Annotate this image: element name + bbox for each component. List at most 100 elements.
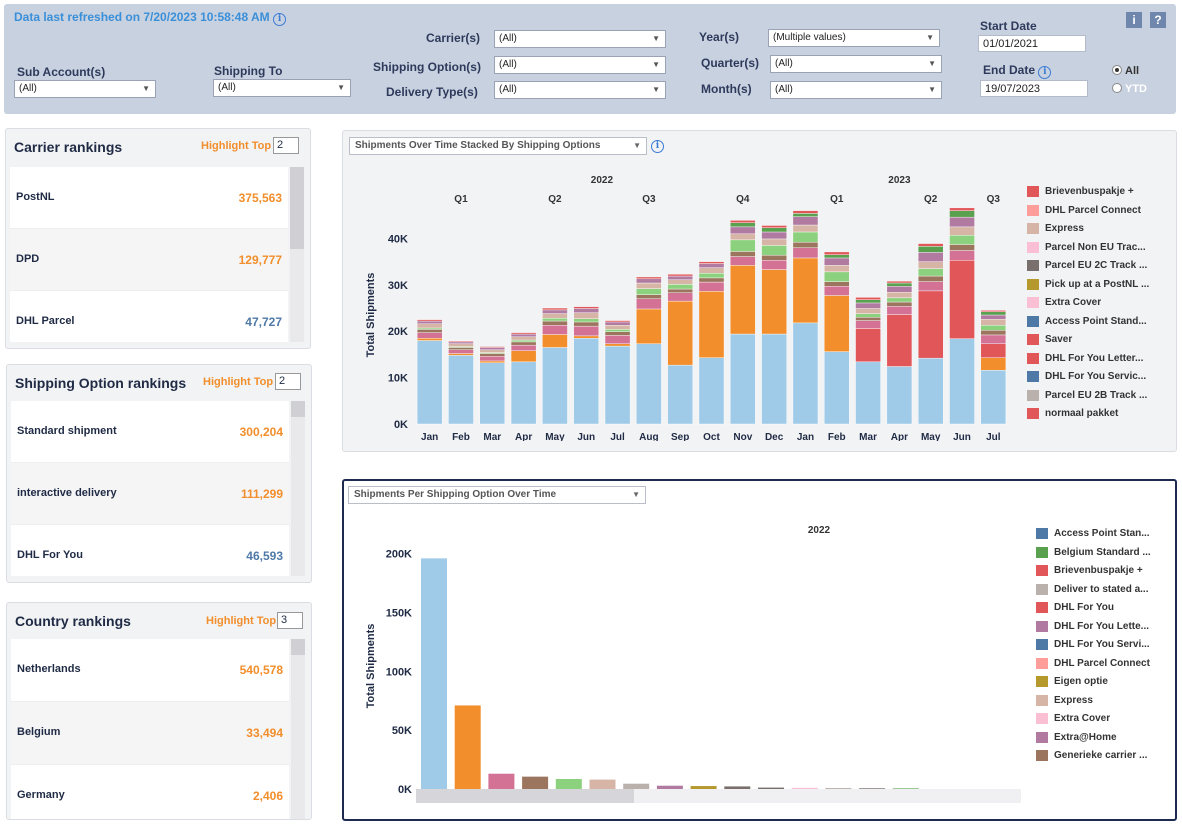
bar-segment	[949, 250, 975, 261]
legend-label: Access Point Stan...	[1054, 528, 1150, 539]
info-icon[interactable]: i	[273, 13, 287, 26]
list-item[interactable]: Netherlands 540,578	[11, 639, 289, 702]
legend-item[interactable]: Express	[1027, 221, 1167, 240]
chevron-down-icon: ▼	[652, 60, 660, 69]
legend-item[interactable]: Access Point Stand...	[1027, 314, 1167, 333]
info-icon[interactable]: i	[1038, 66, 1052, 79]
legend-item[interactable]: Generieke carrier ...	[1036, 748, 1166, 767]
list-item[interactable]: interactive delivery 111,299	[11, 463, 289, 525]
carrier-value: (All)	[499, 33, 517, 44]
bar-segment	[636, 276, 662, 280]
x-tick-label: Feb	[452, 432, 470, 441]
legend-item[interactable]: Extra Cover	[1036, 711, 1166, 730]
bar	[589, 779, 616, 789]
legend-item[interactable]: Belgium Standard ...	[1036, 545, 1166, 564]
period-all-radio[interactable]: All	[1112, 65, 1139, 77]
bar-segment	[604, 320, 631, 323]
legend-item[interactable]: DHL Parcel Connect	[1036, 656, 1166, 675]
bar	[656, 785, 683, 789]
legend-item[interactable]: DHL Parcel Connect	[1027, 203, 1167, 222]
bar-segment	[479, 356, 506, 362]
legend-item[interactable]: DHL For You	[1036, 600, 1166, 619]
highlight-top-label: Highlight Top	[201, 140, 272, 152]
horizontal-scrollbar[interactable]	[416, 789, 1021, 803]
legend-item[interactable]: Access Point Stan...	[1036, 526, 1166, 545]
legend-item[interactable]: Parcel EU 2C Track ...	[1027, 258, 1167, 277]
legend-item[interactable]: DHL For You Servi...	[1036, 637, 1166, 656]
start-date-input[interactable]: 01/01/2021	[978, 35, 1086, 52]
bar-segment	[667, 275, 693, 280]
highlight-top-input[interactable]: 3	[277, 612, 303, 629]
item-name: DHL For You	[17, 549, 83, 561]
carrier-select[interactable]: (All) ▼	[494, 30, 666, 48]
list-item[interactable]: PostNL 375,563	[10, 167, 288, 229]
legend-item[interactable]: DHL For You Lette...	[1036, 619, 1166, 638]
delivery-type-select[interactable]: (All) ▼	[494, 81, 666, 99]
legend-item[interactable]: Express	[1036, 693, 1166, 712]
scrollbar-thumb[interactable]	[291, 639, 305, 655]
legend-item[interactable]: Parcel EU 2B Track ...	[1027, 388, 1167, 407]
radio-selected-icon	[1112, 65, 1122, 75]
refresh-timestamp: Data last refreshed on 7/20/2023 10:58:4…	[14, 10, 287, 26]
bar-segment	[636, 308, 662, 344]
item-name: DHL Parcel	[16, 315, 75, 327]
legend-label: Parcel Non EU Trac...	[1045, 241, 1146, 253]
country-rankings-panel: Country rankings Highlight Top 3 Netherl…	[6, 602, 312, 820]
list-item[interactable]: Belgium 33,494	[11, 702, 289, 765]
month-select[interactable]: (All) ▼	[770, 81, 942, 99]
legend-item[interactable]: Brievenbuspakje +	[1027, 184, 1167, 203]
legend-item[interactable]: DHL For You Servic...	[1027, 369, 1167, 388]
quarter-select[interactable]: (All) ▼	[770, 55, 942, 73]
end-date-input[interactable]: 19/07/2023	[980, 80, 1088, 97]
legend-item[interactable]: Eigen optie	[1036, 674, 1166, 693]
bar-segment	[980, 325, 1007, 331]
highlight-top-input[interactable]: 2	[273, 137, 299, 154]
legend-swatch	[1027, 315, 1039, 327]
legend-item[interactable]: Brievenbuspakje +	[1036, 563, 1166, 582]
shipping-to-select[interactable]: (All) ▼	[213, 79, 351, 97]
chart1-view-select[interactable]: Shipments Over Time Stacked By Shipping …	[349, 137, 647, 155]
legend-item[interactable]: Deliver to stated a...	[1036, 582, 1166, 601]
bar-segment	[479, 346, 506, 348]
list-item[interactable]: Germany 2,406	[11, 765, 289, 819]
legend-item[interactable]: Pick up at a PostNL ...	[1027, 277, 1167, 296]
list-item[interactable]: Standard shipment 300,204	[11, 401, 289, 463]
y-tick-label: 30K	[388, 280, 408, 292]
scrollbar-thumb[interactable]	[291, 401, 305, 417]
scrollbar[interactable]	[290, 167, 304, 342]
list-item[interactable]: DPD 129,777	[10, 229, 288, 291]
legend-item[interactable]: Extra Cover	[1027, 295, 1167, 314]
scrollbar-thumb[interactable]	[416, 789, 634, 803]
legend-item[interactable]: Saver	[1027, 332, 1167, 351]
sub-account-select[interactable]: (All) ▼	[14, 80, 156, 98]
x-tick-label: May	[545, 432, 565, 441]
stacked-bar-chart: 0K 10K 20K 30K 40K Total Shipments 2022 2023 Q1 Q…	[365, 175, 1007, 441]
highlight-top-input[interactable]: 2	[275, 373, 301, 390]
bar-segment	[824, 271, 850, 282]
bar-segment	[761, 333, 787, 425]
period-ytd-radio[interactable]: YTD	[1112, 83, 1147, 95]
info-button[interactable]: i	[1126, 12, 1142, 28]
legend-item[interactable]: Parcel Non EU Trac...	[1027, 240, 1167, 259]
bar-segment	[855, 328, 881, 363]
panel-title: Carrier rankings	[14, 139, 123, 155]
chart2-view-select[interactable]: Shipments Per Shipping Option Over Time ▼	[348, 486, 646, 504]
legend-item[interactable]: DHL For You Letter...	[1027, 351, 1167, 370]
bar-segment	[761, 231, 787, 240]
bar-segment	[636, 298, 662, 310]
list-item[interactable]: DHL Parcel 47,727	[10, 291, 288, 342]
list-item[interactable]: DHL For You 46,593	[11, 525, 289, 576]
legend-item[interactable]: Extra@Home	[1036, 730, 1166, 749]
scrollbar[interactable]	[291, 639, 305, 819]
bar-segment	[980, 310, 1007, 312]
legend-item[interactable]: normaal pakket	[1027, 406, 1167, 425]
scrollbar[interactable]	[291, 401, 305, 576]
info-icon[interactable]: i	[651, 140, 664, 153]
shipping-option-value: (All)	[499, 59, 517, 70]
year-select[interactable]: (Multiple values) ▼	[768, 29, 940, 47]
bar-segment	[824, 295, 850, 352]
help-button[interactable]: ?	[1150, 12, 1166, 28]
shipping-option-select[interactable]: (All) ▼	[494, 56, 666, 74]
scrollbar-thumb[interactable]	[290, 167, 304, 249]
item-value: 33,494	[246, 726, 283, 740]
